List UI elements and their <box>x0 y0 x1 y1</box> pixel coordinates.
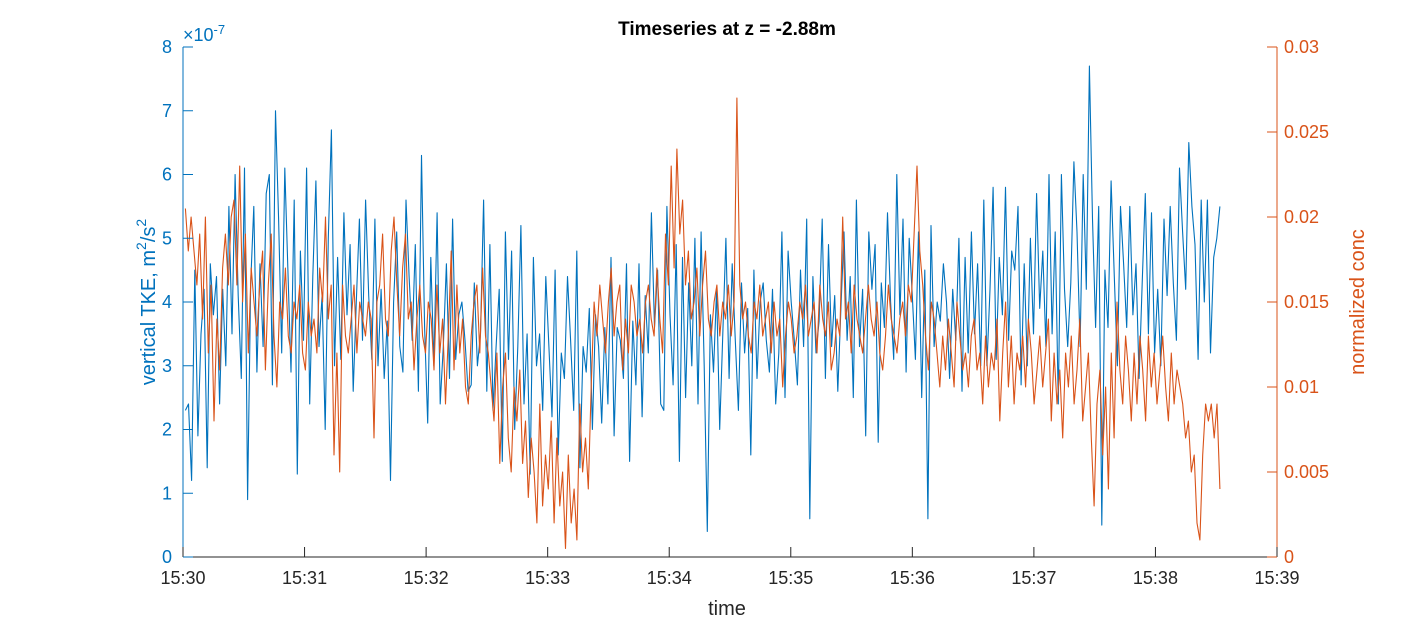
series-layer <box>184 65 1221 550</box>
right-tick-label: 0.025 <box>1284 122 1329 142</box>
x-tick-label: 15:38 <box>1133 568 1178 588</box>
x-tick-label: 15:31 <box>282 568 327 588</box>
left-tick-label: 8 <box>162 37 172 57</box>
x-tick-label: 15:36 <box>890 568 935 588</box>
left-tick-label: 3 <box>162 356 172 376</box>
left-axis-label-sup1: 2 <box>133 242 149 250</box>
x-axis-label: time <box>708 598 746 620</box>
left-axis-exponent-power: -7 <box>214 22 226 37</box>
left-axis-label-sup2: 2 <box>133 219 149 227</box>
left-axis-label-main: vertical TKE, m <box>138 250 160 385</box>
right-tick-label: 0.01 <box>1284 377 1319 397</box>
right-tick-label: 0.005 <box>1284 462 1329 482</box>
x-tick-label: 15:37 <box>1011 568 1056 588</box>
right-axis-label: normalized conc <box>1347 229 1369 375</box>
right-tick-label: 0.02 <box>1284 207 1319 227</box>
left-tick-label: 0 <box>162 547 172 567</box>
x-tick-label: 15:35 <box>768 568 813 588</box>
right-tick-label: 0.015 <box>1284 292 1329 312</box>
right-tick-label: 0.03 <box>1284 37 1319 57</box>
chart-title: Timeseries at z = -2.88m <box>618 19 836 40</box>
right-tick-label: 0 <box>1284 547 1294 567</box>
conc-series-line <box>184 97 1221 550</box>
left-axis-exponent-prefix: ×10 <box>183 25 214 45</box>
tke-series-line <box>184 65 1221 533</box>
left-tick-label: 1 <box>162 483 172 503</box>
left-tick-label: 2 <box>162 420 172 440</box>
x-tick-label: 15:30 <box>160 568 205 588</box>
left-tick-label: 4 <box>162 292 172 312</box>
left-axis-label-mid: /s <box>138 227 160 243</box>
x-tick-label: 15:34 <box>647 568 692 588</box>
x-tick-label: 15:32 <box>404 568 449 588</box>
x-tick-label: 15:39 <box>1254 568 1299 588</box>
axes-layer: 15:30 15:31 15:32 15:33 15:34 15:35 15:36 15:37… <box>160 37 1329 588</box>
left-tick-label: 5 <box>162 228 172 248</box>
left-tick-label: 7 <box>162 101 172 121</box>
left-tick-label: 6 <box>162 165 172 185</box>
x-tick-label: 15:33 <box>525 568 570 588</box>
left-axis-exponent: ×10-7 <box>183 22 225 45</box>
left-axis-label: vertical TKE, m2/s2 <box>133 219 160 386</box>
